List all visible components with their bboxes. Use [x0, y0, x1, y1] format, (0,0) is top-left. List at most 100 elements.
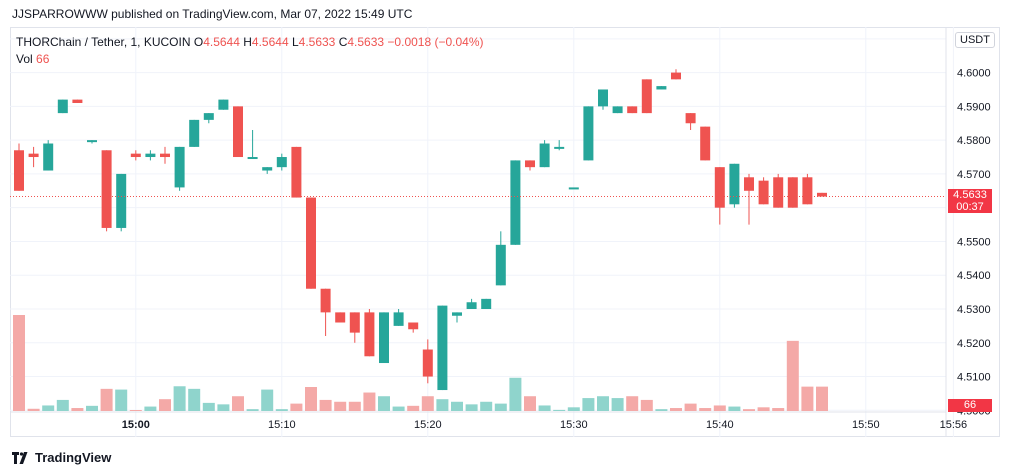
- volume-bar: [27, 408, 40, 411]
- tradingview-logo-icon: [12, 451, 30, 464]
- volume-bar: [188, 388, 201, 411]
- volume-bar: [392, 406, 405, 411]
- candle-body: [700, 126, 711, 161]
- candle-body: [539, 143, 550, 168]
- volume-bar: [772, 408, 785, 411]
- candle-body: [72, 99, 83, 103]
- volume-bar: [640, 399, 653, 411]
- volume-bar: [363, 392, 376, 411]
- volume-bar: [713, 405, 726, 411]
- candle-body: [817, 192, 827, 197]
- volume-bar: [757, 407, 770, 411]
- last-price-value: 4.5633: [953, 188, 987, 201]
- volume-bar: [275, 409, 288, 411]
- candle-body: [335, 312, 346, 323]
- candle-body: [627, 106, 638, 114]
- candle-body: [379, 312, 389, 364]
- legend-open-value: 4.5644: [203, 35, 240, 49]
- candle-body: [174, 146, 185, 188]
- volume-bar: [480, 401, 493, 411]
- y-tick-label: 4.5700: [957, 169, 991, 181]
- candle-body: [203, 113, 214, 120]
- volume-bar: [42, 405, 55, 411]
- last-volume-label: 66: [948, 399, 992, 412]
- legend-high-key: H: [243, 35, 252, 49]
- volume-bar: [684, 403, 697, 411]
- candle-body: [466, 302, 477, 309]
- x-tick-label: 15:10: [268, 419, 296, 431]
- volume-bar: [246, 409, 259, 411]
- volume-bar: [728, 406, 741, 411]
- legend-volume-key: Vol: [16, 52, 33, 66]
- candle-body: [364, 312, 375, 357]
- candle-body: [218, 99, 229, 110]
- candle-body: [276, 157, 287, 168]
- volume-bar: [494, 403, 507, 411]
- y-tick-label: 4.5100: [957, 372, 991, 384]
- candle-body: [495, 244, 506, 286]
- candle-body: [28, 153, 39, 158]
- y-tick-label: 4.5800: [957, 135, 991, 147]
- last-price-label: 4.5633 00:37: [948, 188, 992, 213]
- candle-body: [247, 157, 258, 160]
- chart-frame[interactable]: [10, 27, 1000, 437]
- candle-body: [554, 146, 565, 149]
- candle-body: [641, 79, 652, 114]
- volume-bar: [786, 340, 799, 411]
- legend-volume-value: 66: [36, 52, 50, 66]
- candle-body: [349, 312, 360, 333]
- candle-body: [320, 288, 331, 313]
- legend-low-key: L: [291, 35, 299, 49]
- y-tick-label: 4.5400: [957, 270, 991, 282]
- candle-body: [744, 177, 754, 191]
- candle-body: [408, 322, 419, 330]
- y-tick-label: 4.5300: [957, 304, 991, 316]
- legend-close-key: C: [338, 35, 348, 49]
- volume-bar: [305, 387, 317, 411]
- volume-bar: [202, 402, 215, 411]
- volume-bar: [334, 401, 347, 411]
- volume-bar: [319, 399, 332, 411]
- legend-low-value: 4.5633: [298, 35, 336, 49]
- volume-bar: [436, 399, 449, 411]
- volume-bar: [421, 396, 434, 411]
- candle-body: [43, 143, 54, 171]
- candle-body: [598, 89, 608, 107]
- volume-bar: [524, 396, 536, 411]
- published-header: JJSPARROWWW published on TradingView.com…: [12, 7, 413, 21]
- candle-body: [714, 167, 725, 208]
- tradingview-footer[interactable]: TradingView: [12, 450, 111, 465]
- legend-symbol: THORChain / Tether, 1, KUCOIN: [16, 35, 191, 49]
- y-tick-label: 4.5200: [957, 338, 991, 350]
- candle-body: [758, 180, 769, 205]
- volume-bar: [567, 407, 580, 411]
- volume-bar: [538, 405, 551, 411]
- candle-body: [773, 177, 784, 208]
- candle-body: [262, 167, 273, 171]
- currency-button[interactable]: USDT: [955, 32, 995, 48]
- y-tick-label: 4.5500: [957, 236, 991, 248]
- y-tick-label: 4.5900: [957, 101, 991, 113]
- candle-body: [306, 197, 316, 289]
- candle-body: [685, 113, 696, 124]
- volume-bar: [582, 398, 595, 411]
- x-tick-label: 15:20: [414, 419, 442, 431]
- candle-body: [101, 150, 112, 228]
- volume-bar: [232, 396, 244, 411]
- volume-bar: [13, 315, 25, 411]
- volume-bar: [173, 386, 186, 411]
- legend-high-value: 4.5644: [251, 35, 289, 49]
- candle-body: [583, 106, 594, 161]
- volume-bar: [129, 410, 142, 411]
- candle-body: [525, 160, 535, 168]
- candle-body: [57, 99, 68, 114]
- volume-bar: [290, 403, 303, 411]
- volume-bar: [801, 386, 814, 411]
- volume-bar: [451, 401, 463, 411]
- volume-bar: [144, 406, 157, 411]
- y-tick-label: 4.6000: [957, 68, 991, 80]
- volume-bar: [655, 409, 668, 411]
- candle-body: [481, 298, 492, 309]
- candle-body: [422, 349, 433, 377]
